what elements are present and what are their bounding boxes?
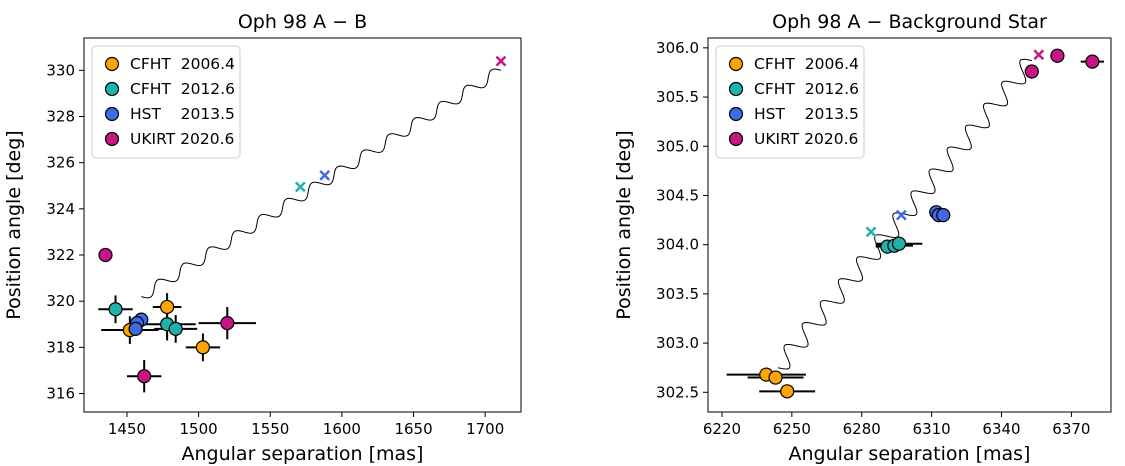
legend-label: CFHT 2006.4 bbox=[754, 55, 859, 73]
x-tick-label: 6280 bbox=[843, 420, 881, 438]
y-tick-label: 330 bbox=[46, 61, 75, 79]
y-tick-label: 305.5 bbox=[656, 88, 699, 106]
legend-label: CFHT 2012.6 bbox=[130, 80, 235, 98]
y-tick-label: 316 bbox=[46, 385, 75, 403]
legend bbox=[91, 45, 241, 159]
left-plot: Oph 98 A − B 1450 1500 1550 1600 1650 1700 316 3… bbox=[3, 11, 522, 465]
data-point bbox=[220, 316, 235, 331]
x-tick-label: 6220 bbox=[703, 420, 741, 438]
legend-label: HST 2013.5 bbox=[130, 105, 235, 123]
orbital-track bbox=[141, 68, 502, 299]
legend-marker bbox=[104, 56, 120, 72]
y-axis-label: Position angle [deg] bbox=[613, 130, 635, 319]
x-tick-label: 1700 bbox=[466, 420, 504, 438]
data-point bbox=[108, 302, 123, 317]
y-tick-label: 304.5 bbox=[656, 186, 699, 204]
x-tick-label: 6310 bbox=[913, 420, 951, 438]
y-tick-label: 303.5 bbox=[656, 285, 699, 303]
data-point bbox=[160, 299, 175, 315]
axes-frame bbox=[83, 37, 522, 413]
x-tick-label: 6370 bbox=[1052, 420, 1090, 438]
chart-title: Oph 98 A − Background Star bbox=[772, 11, 1047, 33]
y-tick-label: 320 bbox=[46, 292, 75, 310]
legend-marker bbox=[728, 81, 744, 97]
x-axis-label: Angular separation [mas] bbox=[789, 443, 1031, 465]
y-tick-label: 328 bbox=[46, 107, 75, 125]
data-point bbox=[780, 384, 795, 399]
data-point bbox=[1050, 48, 1065, 63]
data-point bbox=[168, 321, 183, 336]
data-point bbox=[137, 369, 152, 384]
y-tick-label: 304.0 bbox=[656, 236, 699, 254]
data-point bbox=[195, 340, 211, 355]
x-tick-label: 6250 bbox=[773, 420, 811, 438]
x-tick-label: 1600 bbox=[323, 420, 361, 438]
data-point bbox=[768, 370, 783, 385]
y-tick-label: 326 bbox=[46, 154, 75, 172]
y-axis-label: Position angle [deg] bbox=[3, 130, 25, 319]
data-point bbox=[1085, 54, 1100, 69]
x-marker bbox=[495, 55, 507, 67]
x-tick-label: 1650 bbox=[394, 420, 432, 438]
legend-marker bbox=[728, 131, 744, 147]
data-point bbox=[936, 208, 951, 223]
legend-label: CFHT 2012.6 bbox=[754, 80, 859, 98]
x-tick-label: 1550 bbox=[251, 420, 289, 438]
x-tick-label: 1450 bbox=[108, 420, 146, 438]
legend-label: HST 2013.5 bbox=[754, 105, 859, 123]
data-point bbox=[128, 321, 143, 336]
legend-marker bbox=[728, 106, 744, 122]
y-tick-label: 324 bbox=[46, 200, 75, 218]
orbital-track bbox=[777, 58, 1032, 370]
y-tick-label: 305.0 bbox=[656, 137, 699, 155]
y-tick-label: 318 bbox=[46, 338, 75, 356]
x-marker bbox=[294, 181, 306, 193]
legend-marker bbox=[728, 56, 744, 72]
legend-label: UKIRT 2020.6 bbox=[130, 130, 234, 148]
right-plot: Oph 98 A − Background Star 6220 6250 6280 63… bbox=[613, 11, 1112, 465]
data-point bbox=[1024, 64, 1039, 79]
x-marker bbox=[1033, 49, 1045, 61]
data-point bbox=[891, 236, 907, 251]
x-marker bbox=[895, 209, 907, 221]
axes-frame bbox=[707, 37, 1112, 413]
x-tick-label: 1500 bbox=[180, 420, 218, 438]
data-point bbox=[98, 247, 113, 263]
legend-marker bbox=[104, 131, 120, 147]
x-tick-label: 6340 bbox=[982, 420, 1020, 438]
legend-marker bbox=[104, 81, 120, 97]
y-tick-label: 306.0 bbox=[656, 39, 699, 57]
legend-marker bbox=[104, 106, 120, 122]
y-tick-label: 303.0 bbox=[656, 334, 699, 352]
y-tick-label: 322 bbox=[46, 246, 75, 264]
x-marker bbox=[319, 169, 331, 181]
chart-title: Oph 98 A − B bbox=[238, 11, 367, 33]
x-axis-label: Angular separation [mas] bbox=[182, 443, 424, 465]
x-marker bbox=[865, 226, 877, 238]
legend-label: CFHT 2006.4 bbox=[130, 55, 235, 73]
legend-label: UKIRT 2020.6 bbox=[754, 130, 858, 148]
y-tick-label: 302.5 bbox=[656, 383, 699, 401]
legend bbox=[715, 45, 865, 159]
